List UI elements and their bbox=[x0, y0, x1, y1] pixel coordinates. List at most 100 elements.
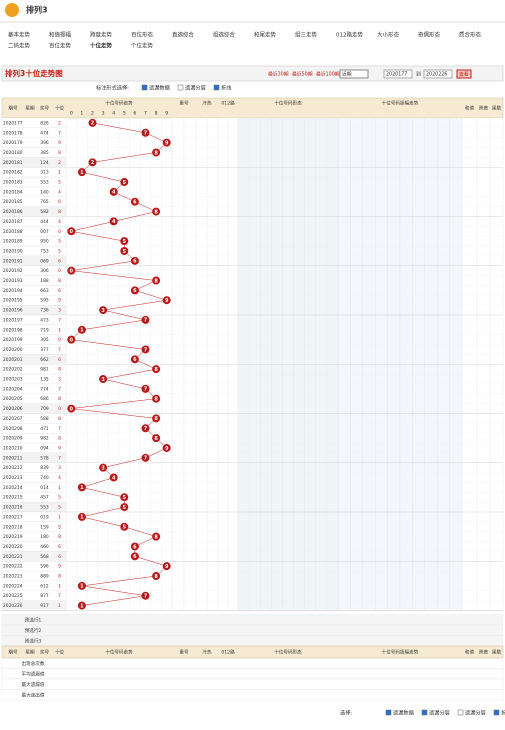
tens: 9 bbox=[58, 445, 61, 451]
ball bbox=[120, 493, 129, 502]
section-header: 冷热 bbox=[202, 649, 212, 656]
from-input[interactable] bbox=[383, 69, 413, 79]
ball bbox=[88, 118, 97, 127]
checkbox[interactable] bbox=[493, 709, 500, 716]
ball bbox=[141, 345, 150, 354]
nav-link[interactable]: 百位走势 bbox=[49, 42, 72, 50]
draw: 460 bbox=[40, 544, 49, 550]
draw: 553 bbox=[40, 505, 49, 511]
recent-link[interactable]: 最近50期 bbox=[292, 71, 313, 78]
nav-link[interactable]: 二码走势 bbox=[8, 42, 31, 50]
ball-label: 4 bbox=[112, 475, 116, 481]
stat-row bbox=[1, 635, 504, 647]
nav-link[interactable]: 基本走势 bbox=[8, 31, 31, 39]
draw: 568 bbox=[40, 554, 49, 560]
ball bbox=[77, 512, 86, 521]
tens: 0 bbox=[58, 229, 61, 235]
draw: 396 bbox=[40, 140, 49, 146]
column-header: 星期 bbox=[25, 106, 35, 112]
ball-label: 6 bbox=[133, 357, 137, 363]
draw: 595 bbox=[40, 298, 49, 304]
section-header: 冷热 bbox=[202, 100, 212, 107]
checkbox[interactable] bbox=[421, 709, 428, 716]
stat-row bbox=[1, 689, 504, 701]
ball-label: 8 bbox=[154, 278, 158, 284]
checkbox[interactable] bbox=[213, 84, 220, 91]
ball-label: 6 bbox=[133, 554, 137, 560]
recent-link[interactable]: 最近100期 bbox=[316, 71, 340, 78]
period: 2020221 bbox=[3, 554, 23, 560]
section-header: 十位号码振幅走势 bbox=[382, 649, 419, 656]
nav-link[interactable]: 012路走势 bbox=[336, 31, 363, 39]
ball bbox=[67, 227, 76, 236]
stat-label: 最大遗漏值 bbox=[22, 681, 45, 688]
ball-label: 8 bbox=[154, 209, 158, 215]
nav-link[interactable]: 和尾走势 bbox=[254, 31, 277, 39]
nav-link[interactable]: 质合形态 bbox=[459, 31, 482, 39]
ball bbox=[141, 384, 150, 393]
nav-link[interactable]: 大小形态 bbox=[377, 31, 400, 39]
nav-link[interactable]: 组三走势 bbox=[295, 31, 318, 39]
tens: 6 bbox=[58, 258, 61, 264]
ball-label: 9 bbox=[165, 140, 169, 146]
stat-row bbox=[1, 668, 504, 680]
tens: 1 bbox=[58, 514, 61, 520]
nav-link[interactable]: 奇偶形态 bbox=[418, 31, 441, 39]
checkbox[interactable] bbox=[385, 709, 392, 716]
draw: 471 bbox=[40, 426, 49, 432]
draw: 774 bbox=[40, 386, 49, 392]
nav-link[interactable]: 组选综合 bbox=[213, 31, 236, 39]
draw: 019 bbox=[40, 514, 49, 520]
period: 2020207 bbox=[3, 416, 23, 422]
column-header: 奖号 bbox=[40, 649, 50, 656]
checkbox[interactable] bbox=[457, 709, 464, 716]
period: 2020191 bbox=[3, 258, 23, 264]
nav-link[interactable]: 直选综合 bbox=[172, 31, 195, 39]
ball-label: 2 bbox=[91, 121, 95, 127]
recent-link[interactable]: 最近30期 bbox=[268, 71, 289, 78]
tens: 7 bbox=[58, 455, 61, 461]
tens: 6 bbox=[58, 199, 61, 205]
nav-link[interactable]: 百位形态 bbox=[131, 31, 154, 39]
ball bbox=[152, 394, 161, 403]
ball bbox=[152, 434, 161, 443]
checkbox[interactable] bbox=[141, 84, 148, 91]
ball-label: 0 bbox=[70, 337, 74, 343]
tens: 1 bbox=[58, 485, 61, 491]
ball bbox=[162, 296, 171, 305]
view-button[interactable] bbox=[456, 69, 472, 79]
tens: 7 bbox=[58, 317, 61, 323]
to-input[interactable] bbox=[423, 69, 453, 79]
checkbox[interactable] bbox=[177, 84, 184, 91]
tens: 2 bbox=[58, 160, 61, 166]
tens: 0 bbox=[58, 406, 61, 412]
draw: 159 bbox=[40, 524, 49, 530]
select[interactable] bbox=[339, 69, 369, 79]
ball-label: 9 bbox=[165, 564, 169, 570]
nav-link[interactable]: 跨度走势 bbox=[90, 31, 113, 39]
nav-link[interactable]: 十位走势 bbox=[90, 42, 113, 50]
from-text: 2020177 bbox=[386, 72, 407, 78]
draw: 306 bbox=[40, 268, 49, 274]
tens: 5 bbox=[58, 495, 61, 501]
tens: 3 bbox=[58, 377, 61, 383]
draw: 305 bbox=[40, 337, 49, 343]
ball bbox=[130, 552, 139, 561]
section-header: 十位号码走势 bbox=[105, 649, 133, 656]
draw: 582 bbox=[40, 209, 49, 215]
nav-link[interactable]: 个位走势 bbox=[131, 42, 154, 50]
tens: 1 bbox=[58, 603, 61, 609]
option-text: 遗漏分层 bbox=[185, 84, 206, 92]
period: 2020196 bbox=[3, 308, 23, 314]
nav-link[interactable]: 和值振幅 bbox=[49, 31, 72, 39]
ball-label: 3 bbox=[101, 377, 105, 383]
tens: 8 bbox=[58, 396, 61, 402]
ball-label: 2 bbox=[91, 160, 95, 166]
section-header: 012路 bbox=[221, 649, 235, 656]
section-header: 和值 bbox=[465, 649, 475, 656]
draw: 839 bbox=[40, 465, 49, 471]
draw: 124 bbox=[40, 160, 49, 166]
column-header: 期号 bbox=[8, 106, 18, 112]
period: 2020181 bbox=[3, 160, 23, 166]
ball-label: 1 bbox=[80, 515, 84, 521]
